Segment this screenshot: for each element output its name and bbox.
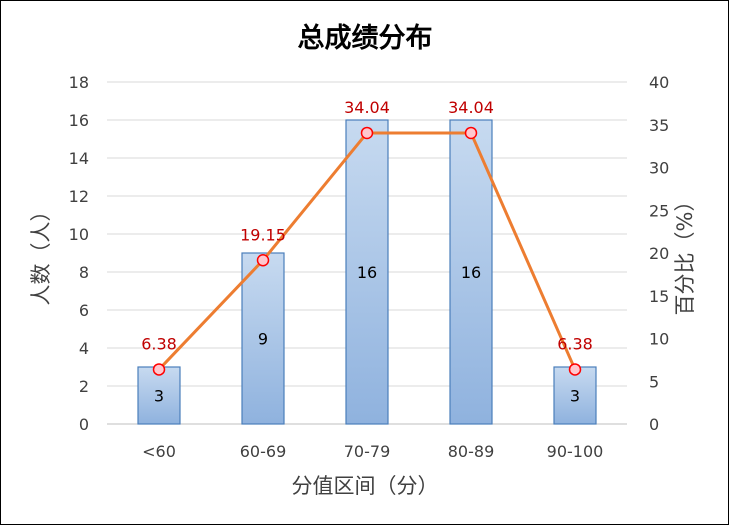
bar (241, 252, 285, 425)
line-data-label: 19.15 (240, 225, 286, 244)
y2-tick-label: 10 (649, 330, 669, 349)
y2-tick-label: 25 (649, 201, 669, 220)
chart-title: 总成绩分布 (298, 23, 433, 54)
x-tick-label: 70-79 (344, 442, 391, 461)
bar-value-label: 16 (461, 263, 481, 282)
line-point (152, 363, 166, 376)
bar-value-label: 9 (258, 330, 268, 349)
y2-tick-label: 0 (649, 415, 659, 434)
bar (345, 119, 389, 425)
y-tick-label: 0 (79, 415, 89, 434)
y-tick-label: 10 (69, 225, 89, 244)
line-data-label: 6.38 (557, 334, 593, 353)
line-point (464, 126, 478, 140)
y-tick-label: 2 (79, 377, 89, 396)
line-data-label: 34.04 (344, 98, 390, 117)
y-tick-label: 4 (79, 339, 89, 358)
bar-value-label: 16 (357, 263, 377, 282)
y2-tick-label: 5 (649, 372, 659, 391)
line-data-label: 34.04 (448, 98, 494, 117)
line-data-label: 6.38 (141, 334, 177, 353)
y-tick-label: 16 (69, 111, 89, 130)
y2-tick-label: 20 (649, 244, 669, 263)
x-axis-title: 分值区间（分） (292, 474, 439, 498)
x-tick-label: <60 (142, 442, 176, 461)
line-point (568, 363, 582, 376)
label-layer: 3 9 16 16 3 6.38 19.15 34.04 34.04 6.38 (141, 98, 593, 406)
y2-tick-label: 35 (649, 116, 669, 135)
bar (449, 119, 493, 425)
y2-axis-title: 百分比（%） (673, 191, 697, 316)
bar-value-label: 3 (570, 387, 580, 406)
line-point (360, 126, 374, 140)
y-tick-label: 12 (69, 187, 89, 206)
bar-layer (137, 119, 597, 425)
y2-tick-label: 40 (649, 73, 669, 92)
y2-tick-label: 30 (649, 159, 669, 178)
y2-tick-label: 15 (649, 287, 669, 306)
y-tick-label: 6 (79, 301, 89, 320)
bar (553, 366, 597, 425)
y-tick-label: 8 (79, 263, 89, 282)
x-tick-label: 90-100 (547, 442, 604, 461)
y-tick-label: 18 (69, 73, 89, 92)
x-tick-label: 60-69 (240, 442, 287, 461)
y-axis-title: 人数（人） (29, 201, 53, 306)
bar (137, 366, 181, 425)
line-layer (152, 126, 582, 376)
axis-layer: 0 2 4 6 8 10 12 14 16 18 0 5 10 15 20 25 30 35 40 <60 60-69 7… (69, 73, 670, 461)
y-tick-label: 14 (69, 149, 89, 168)
bar-value-label: 3 (154, 387, 164, 406)
x-tick-label: 80-89 (448, 442, 495, 461)
line-point (256, 254, 270, 267)
